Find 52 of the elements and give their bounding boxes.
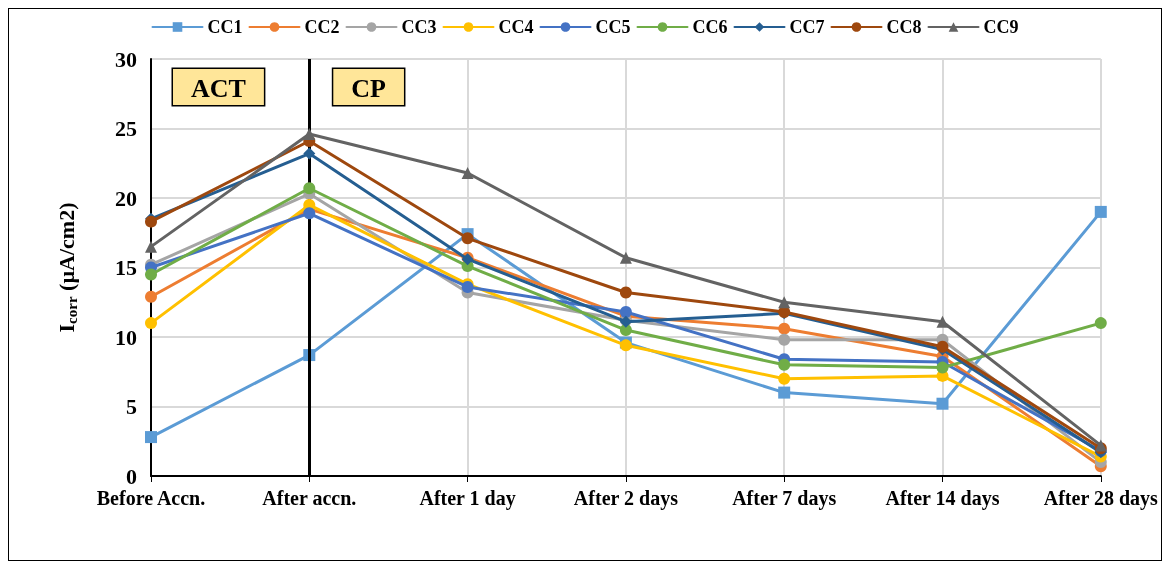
point [1094, 205, 1107, 218]
point [303, 128, 316, 141]
legend-label: CC5 [595, 17, 631, 37]
x-tick-label: After 28 days [1043, 487, 1159, 510]
x-tick-label: After accn. [262, 487, 357, 509]
y-tick-label: 30 [115, 46, 137, 72]
y-tick-label: 20 [115, 185, 137, 211]
point [778, 296, 791, 309]
point [303, 147, 316, 160]
y-tick-label: 10 [115, 324, 137, 350]
point [461, 232, 474, 245]
point [936, 361, 949, 374]
point [936, 397, 949, 410]
point [778, 333, 791, 346]
x-tick-label: After 14 days [885, 487, 1000, 510]
point [619, 324, 632, 337]
annotation: ACT [191, 73, 246, 103]
point [778, 386, 791, 399]
point [303, 182, 316, 195]
legend-label: CC4 [498, 17, 534, 37]
point [1094, 317, 1107, 330]
legend-label: CC8 [886, 17, 922, 37]
point [145, 431, 157, 444]
y-tick-label: 0 [126, 463, 137, 489]
point [936, 315, 949, 328]
legend-label: CC1 [207, 17, 243, 37]
point [778, 322, 791, 335]
y-tick-label: 25 [115, 116, 137, 141]
point [145, 240, 157, 253]
point [619, 305, 632, 318]
legend-label: CC9 [983, 17, 1019, 37]
point [461, 166, 474, 179]
x-tick-label: Before Accn. [96, 487, 206, 509]
point [145, 268, 157, 281]
y-tick-label: 15 [115, 255, 137, 280]
legend-label: CC3 [401, 17, 437, 37]
point [619, 251, 632, 264]
x-tick-label: After 2 days [573, 487, 679, 510]
annotation: CP [351, 73, 387, 103]
legend-label: CC2 [304, 17, 340, 37]
point [778, 372, 791, 385]
legend-label: CC7 [789, 17, 825, 37]
point [145, 290, 157, 303]
x-tick-label: After 1 day [419, 487, 516, 510]
y-tick-label: 5 [126, 394, 137, 419]
y-axis-title: Icorr (µA/cm2) [54, 202, 80, 333]
point [303, 207, 316, 220]
point [778, 358, 791, 371]
point [619, 286, 632, 299]
x-tick-label: After 7 days [732, 487, 837, 510]
legend-label: CC6 [692, 17, 728, 37]
point [145, 317, 157, 330]
